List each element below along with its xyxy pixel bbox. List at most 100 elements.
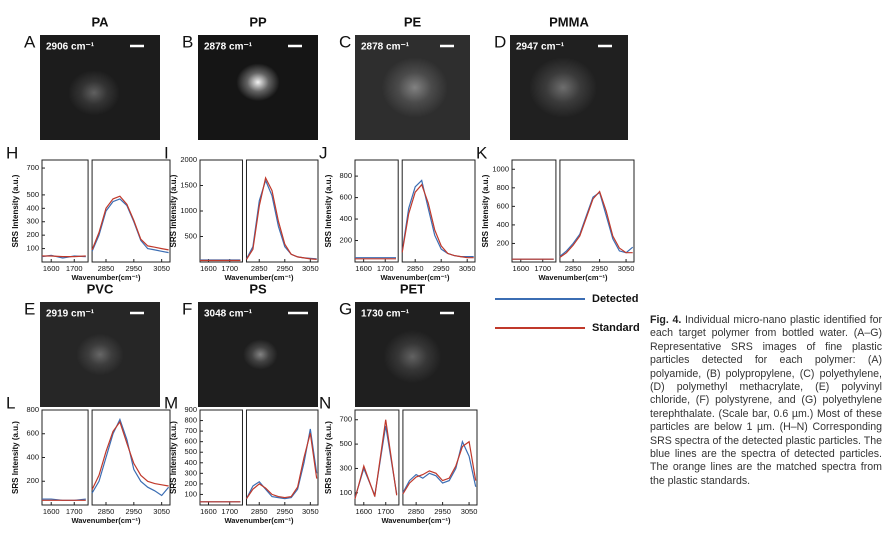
spectrum-line xyxy=(42,255,86,258)
y-tick-label: 700 xyxy=(339,415,352,424)
x-tick-label: 1700 xyxy=(221,264,238,273)
y-tick-label: 700 xyxy=(26,163,39,172)
image-title: PP xyxy=(249,14,267,29)
x-tick-label: 3050 xyxy=(153,264,170,273)
x-axis-label: Wavenumber(cm⁻¹) xyxy=(71,273,141,282)
x-tick-label: 2950 xyxy=(433,264,450,273)
y-tick-label: 1000 xyxy=(492,164,509,173)
x-tick-label: 1600 xyxy=(43,264,60,273)
spectrum-line xyxy=(401,183,474,259)
y-axis-label: SRS Intensity (a.u.) xyxy=(324,174,333,247)
axes-box xyxy=(401,159,476,263)
axes-box xyxy=(245,159,319,263)
x-axis-label: Wavenumber(cm⁻¹) xyxy=(71,516,141,525)
x-tick-label: 1600 xyxy=(200,264,217,273)
panel-letter: H xyxy=(6,143,18,162)
spectrum-line xyxy=(245,176,317,260)
y-tick-label: 2000 xyxy=(180,155,197,164)
caption: Fig. 4. Individual micro-nano plastic id… xyxy=(650,314,882,488)
x-axis-label: Wavenumber(cm⁻¹) xyxy=(538,273,608,282)
y-tick-label: 800 xyxy=(496,183,509,192)
wavenumber-label: 2906 cm⁻¹ xyxy=(46,42,95,53)
x-tick-label: 1700 xyxy=(377,264,394,273)
y-tick-label: 100 xyxy=(339,488,352,497)
particle-spot xyxy=(40,35,160,140)
panel-letter: J xyxy=(319,143,328,162)
y-tick-label: 500 xyxy=(184,231,197,240)
image-title: PMMA xyxy=(549,14,589,29)
y-tick-label: 100 xyxy=(184,489,197,498)
y-tick-label: 200 xyxy=(184,479,197,488)
x-tick-label: 3050 xyxy=(302,264,319,273)
spectrum-line xyxy=(559,190,633,258)
y-axis-label: SRS Intensity (a.u.) xyxy=(169,174,178,247)
x-axis-label: Wavenumber(cm⁻¹) xyxy=(224,273,294,282)
y-tick-label: 600 xyxy=(339,193,352,202)
wavenumber-label: 1730 cm⁻¹ xyxy=(361,309,410,320)
x-tick-label: 1700 xyxy=(534,264,551,273)
particle-spot xyxy=(510,35,628,140)
x-tick-label: 1600 xyxy=(512,264,529,273)
spectrum-line xyxy=(91,420,169,490)
x-tick-label: 2950 xyxy=(276,507,293,516)
y-tick-label: 500 xyxy=(184,447,197,456)
y-tick-label: 400 xyxy=(496,220,509,229)
x-tick-label: 2950 xyxy=(591,264,608,273)
y-tick-label: 400 xyxy=(26,452,39,461)
x-tick-label: 2950 xyxy=(434,507,451,516)
wavenumber-label: 2947 cm⁻¹ xyxy=(516,42,565,53)
spectrum-line xyxy=(91,195,169,251)
y-tick-label: 200 xyxy=(26,476,39,485)
axes-box xyxy=(245,409,319,506)
y-tick-label: 100 xyxy=(26,244,39,253)
legend-label: Standard xyxy=(592,322,640,334)
wavenumber-label: 2919 cm⁻¹ xyxy=(46,309,95,320)
panel-letter: L xyxy=(6,393,15,412)
spectrum-line xyxy=(91,198,169,254)
y-axis-label: SRS Intensity (a.u.) xyxy=(481,174,490,247)
caption-text: Individual micro-nano plastic identified… xyxy=(650,314,882,487)
wavenumber-label: 2878 cm⁻¹ xyxy=(361,42,410,53)
spectrum-line xyxy=(401,179,474,258)
axes-box xyxy=(511,159,557,263)
spectrum-line xyxy=(354,419,398,500)
y-tick-label: 200 xyxy=(339,236,352,245)
y-tick-label: 300 xyxy=(184,468,197,477)
y-tick-label: 600 xyxy=(184,437,197,446)
spectrum-line xyxy=(402,439,477,494)
particle-spot xyxy=(40,302,160,407)
y-axis-label: SRS Intensity (a.u.) xyxy=(324,421,333,494)
x-tick-label: 2850 xyxy=(98,507,115,516)
axes-box xyxy=(199,409,243,506)
panel-letter: D xyxy=(494,32,506,51)
x-tick-label: 1600 xyxy=(355,507,372,516)
x-tick-label: 2850 xyxy=(565,264,582,273)
particle-spot xyxy=(198,302,318,407)
y-tick-label: 500 xyxy=(26,190,39,199)
spectrum-line xyxy=(245,428,318,500)
y-axis-label: SRS Intensity (a.u.) xyxy=(169,421,178,494)
y-tick-label: 600 xyxy=(496,201,509,210)
particle-spot xyxy=(198,35,318,140)
x-tick-label: 3050 xyxy=(302,507,319,516)
axes-box xyxy=(199,159,243,263)
axes-box xyxy=(402,409,478,506)
x-tick-label: 1700 xyxy=(66,507,83,516)
y-tick-label: 400 xyxy=(26,203,39,212)
x-tick-label: 2950 xyxy=(125,264,142,273)
y-axis-label: SRS Intensity (a.u.) xyxy=(11,421,20,494)
panel-letter: G xyxy=(339,299,352,318)
legend-label: Detected xyxy=(592,293,638,305)
x-tick-label: 1600 xyxy=(43,507,60,516)
spectrum-line xyxy=(402,440,477,495)
y-tick-label: 600 xyxy=(26,429,39,438)
x-tick-label: 1600 xyxy=(200,507,217,516)
panel-letter: M xyxy=(164,393,178,412)
x-tick-label: 3050 xyxy=(459,264,476,273)
x-tick-label: 3050 xyxy=(153,507,170,516)
y-tick-label: 1000 xyxy=(180,206,197,215)
axes-box xyxy=(354,409,400,506)
y-tick-label: 1500 xyxy=(180,180,197,189)
axes-box xyxy=(91,159,171,263)
